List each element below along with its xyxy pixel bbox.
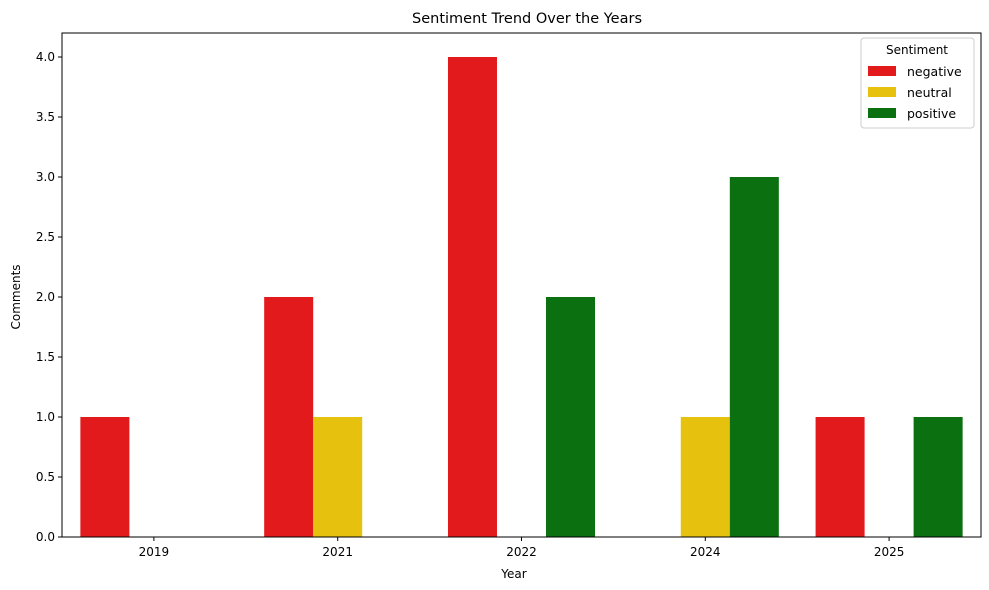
bar-negative-2025 [815, 417, 865, 537]
bar-neutral-2024 [680, 417, 730, 537]
bar-negative-2021 [264, 297, 314, 537]
y-tick-label: 2.0 [36, 290, 55, 304]
x-tick-label-2019: 2019 [139, 545, 170, 559]
y-axis-label: Comments [9, 264, 23, 329]
bar-negative-2022 [447, 57, 497, 537]
y-tick-label: 2.5 [36, 230, 55, 244]
bars-group [80, 57, 963, 537]
bar-positive-2024 [729, 177, 779, 537]
bar-negative-2019 [80, 417, 130, 537]
y-tick-label: 3.0 [36, 170, 55, 184]
x-tick-label-2021: 2021 [322, 545, 353, 559]
legend-swatch-neutral [868, 87, 896, 97]
y-tick-label: 1.5 [36, 350, 55, 364]
y-tick-label: 0.0 [36, 530, 55, 544]
x-tick-label-2025: 2025 [874, 545, 905, 559]
legend-label-positive: positive [907, 106, 956, 121]
legend-label-neutral: neutral [907, 85, 952, 100]
x-axis-label: Year [500, 567, 526, 581]
chart-title: Sentiment Trend Over the Years [412, 11, 642, 27]
legend-label-negative: negative [907, 64, 962, 79]
y-tick-label: 4.0 [36, 50, 55, 64]
bar-neutral-2021 [313, 417, 363, 537]
y-tick-label: 1.0 [36, 410, 55, 424]
x-axis: 2019 2021 2022 2024 2025 [139, 537, 905, 559]
y-tick-label: 0.5 [36, 470, 55, 484]
x-tick-label-2022: 2022 [506, 545, 537, 559]
legend: Sentiment negative neutral positive [860, 37, 975, 129]
legend-box [860, 37, 975, 129]
y-axis: 0.0 0.5 1.0 1.5 2.0 2.5 3.0 3.5 4.0 [36, 50, 62, 544]
x-tick-label-2024: 2024 [690, 545, 721, 559]
y-tick-label: 3.5 [36, 110, 55, 124]
legend-items: negative neutral positive [868, 64, 962, 121]
bar-positive-2022 [546, 297, 596, 537]
legend-swatch-positive [868, 108, 896, 118]
plot-frame [61, 32, 982, 538]
legend-swatch-negative [868, 66, 896, 76]
legend-title: Sentiment [886, 43, 948, 57]
bar-positive-2025 [913, 417, 963, 537]
